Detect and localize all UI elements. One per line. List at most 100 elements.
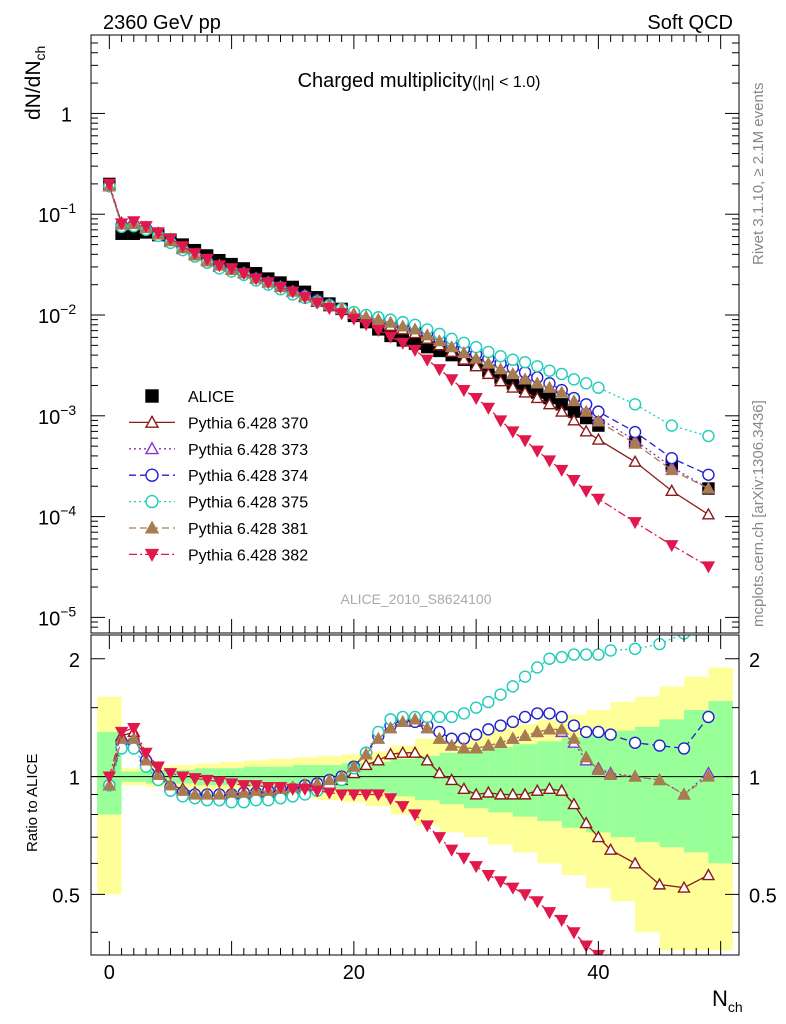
main-data-point: [420, 354, 434, 367]
ratio-data-point: [506, 731, 520, 744]
main-data-point: [518, 372, 532, 385]
ratio-data-point: [469, 701, 483, 714]
main-data-point: [469, 392, 483, 405]
legend: ALICE Pythia 6.428 370 Pythia 6.428 373 Pyt…: [129, 389, 308, 564]
main-data-point: [555, 404, 569, 417]
ratio-data-point: [531, 661, 544, 674]
legend-label: Pythia 6.428 381: [188, 521, 308, 538]
main-data-point: [542, 380, 557, 393]
main-data-point: [701, 507, 716, 520]
legend-label: Pythia 6.428 375: [188, 495, 308, 512]
ratio-data-point: [494, 719, 507, 732]
ratio-data-point: [433, 710, 446, 724]
ratio-data-point: [701, 769, 716, 782]
analysis-watermark: ALICE_2010_S8624100: [340, 591, 491, 607]
ratio-data-point: [200, 787, 214, 800]
ratio-data-point: [482, 723, 495, 736]
ratio-data-point: [628, 736, 642, 749]
ratio-y-axis-label: Ratio to ALICE: [24, 754, 41, 852]
band-green-segment: [610, 730, 636, 838]
ratio-data-point: [579, 940, 593, 953]
ratio-data-point: [469, 861, 483, 874]
main-data-point: [408, 344, 422, 357]
ratio-data-point: [481, 738, 496, 751]
ratio-data-point: [493, 735, 508, 748]
ratio-y-tick-label-right: 1: [749, 768, 760, 790]
main-data-point: [432, 334, 447, 347]
ratio-data-point: [628, 856, 642, 869]
ratio-data-point: [237, 796, 251, 809]
ratio-data-point: [347, 759, 361, 772]
ratio-data-point: [212, 787, 227, 800]
main-data-point: [469, 359, 483, 372]
main-data-point: [506, 426, 520, 439]
ratio-y-tick-label: 2: [69, 650, 80, 672]
ratio-data-point: [678, 1015, 689, 1024]
legend-label: ALICE: [188, 389, 234, 406]
main-data-point: [139, 221, 153, 234]
main-data-point: [298, 292, 312, 305]
main-data-point: [481, 356, 496, 369]
ratio-data-point: [518, 670, 532, 683]
ratio-data-point: [322, 773, 337, 786]
x-tick-label: 40: [587, 962, 609, 984]
ratio-data-point: [200, 774, 214, 787]
ratio-data-point: [445, 710, 458, 724]
ratio-data-point: [432, 731, 447, 744]
main-data-point: [665, 451, 678, 465]
ratio-y-tick-label-right: 0.5: [749, 885, 777, 907]
header-energy-label: 2360 GeV pp: [103, 12, 221, 34]
x-axis-label: Nch: [712, 986, 743, 1015]
main-data-point: [188, 248, 202, 261]
main-data-point: [481, 402, 496, 415]
ratio-data-point: [127, 722, 141, 736]
main-data-point: [530, 391, 544, 404]
main-data-point: [665, 463, 679, 476]
ratio-data-point: [603, 767, 618, 780]
legend-marker: [145, 389, 159, 403]
main-data-point: [579, 485, 593, 498]
ratio-data-point: [652, 773, 667, 786]
ratio-data-point: [677, 742, 691, 755]
ratio-data-point: [677, 787, 691, 800]
ratio-data-point: [102, 778, 117, 791]
main-data-point: [457, 352, 471, 365]
ratio-data-point: [531, 707, 544, 720]
ratio-data-point: [506, 680, 520, 693]
main-series-6: [102, 178, 716, 574]
ratio-data-point: [567, 719, 581, 732]
ratio-data-point: [298, 783, 312, 796]
ratio-series-4: [102, 712, 716, 800]
ratio-data-point: [579, 725, 593, 739]
ratio-data-point: [371, 753, 386, 766]
ratio-y-tick-label: 1: [69, 768, 80, 790]
ratio-data-point: [151, 767, 165, 780]
main-data-point: [493, 362, 508, 375]
uncertainty-bands: [97, 667, 733, 951]
ratio-data-point: [592, 725, 605, 739]
main-data-point: [506, 353, 520, 366]
main-data-point: [493, 374, 508, 387]
legend-label: Pythia 6.428 373: [188, 442, 308, 459]
ratio-data-point: [420, 753, 434, 766]
ratio-data-point: [506, 787, 520, 800]
main-y-ticks: 1 10−1 10−2 10−3 10−4 10−5: [38, 34, 739, 634]
main-data-point: [396, 337, 410, 350]
x-axis-ticks: 0 20 40: [104, 635, 722, 984]
ratio-data-point: [139, 747, 153, 760]
main-data-point: [701, 481, 716, 494]
main-data-point: [249, 273, 263, 286]
ratio-data-point: [237, 780, 251, 793]
main-data-point: [628, 436, 642, 449]
ratio-data-point: [542, 781, 557, 795]
ratio-series: [102, 635, 716, 1024]
ratio-data-point: [628, 642, 642, 656]
ratio-data-point: [420, 820, 434, 833]
main-data-point: [371, 312, 386, 325]
main-data-point: [444, 340, 459, 353]
ratio-data-point: [518, 787, 532, 800]
main-data-point: [371, 324, 386, 337]
ratio-data-point: [408, 809, 422, 822]
main-data-point: [518, 356, 532, 369]
ratio-data-point: [383, 793, 398, 806]
